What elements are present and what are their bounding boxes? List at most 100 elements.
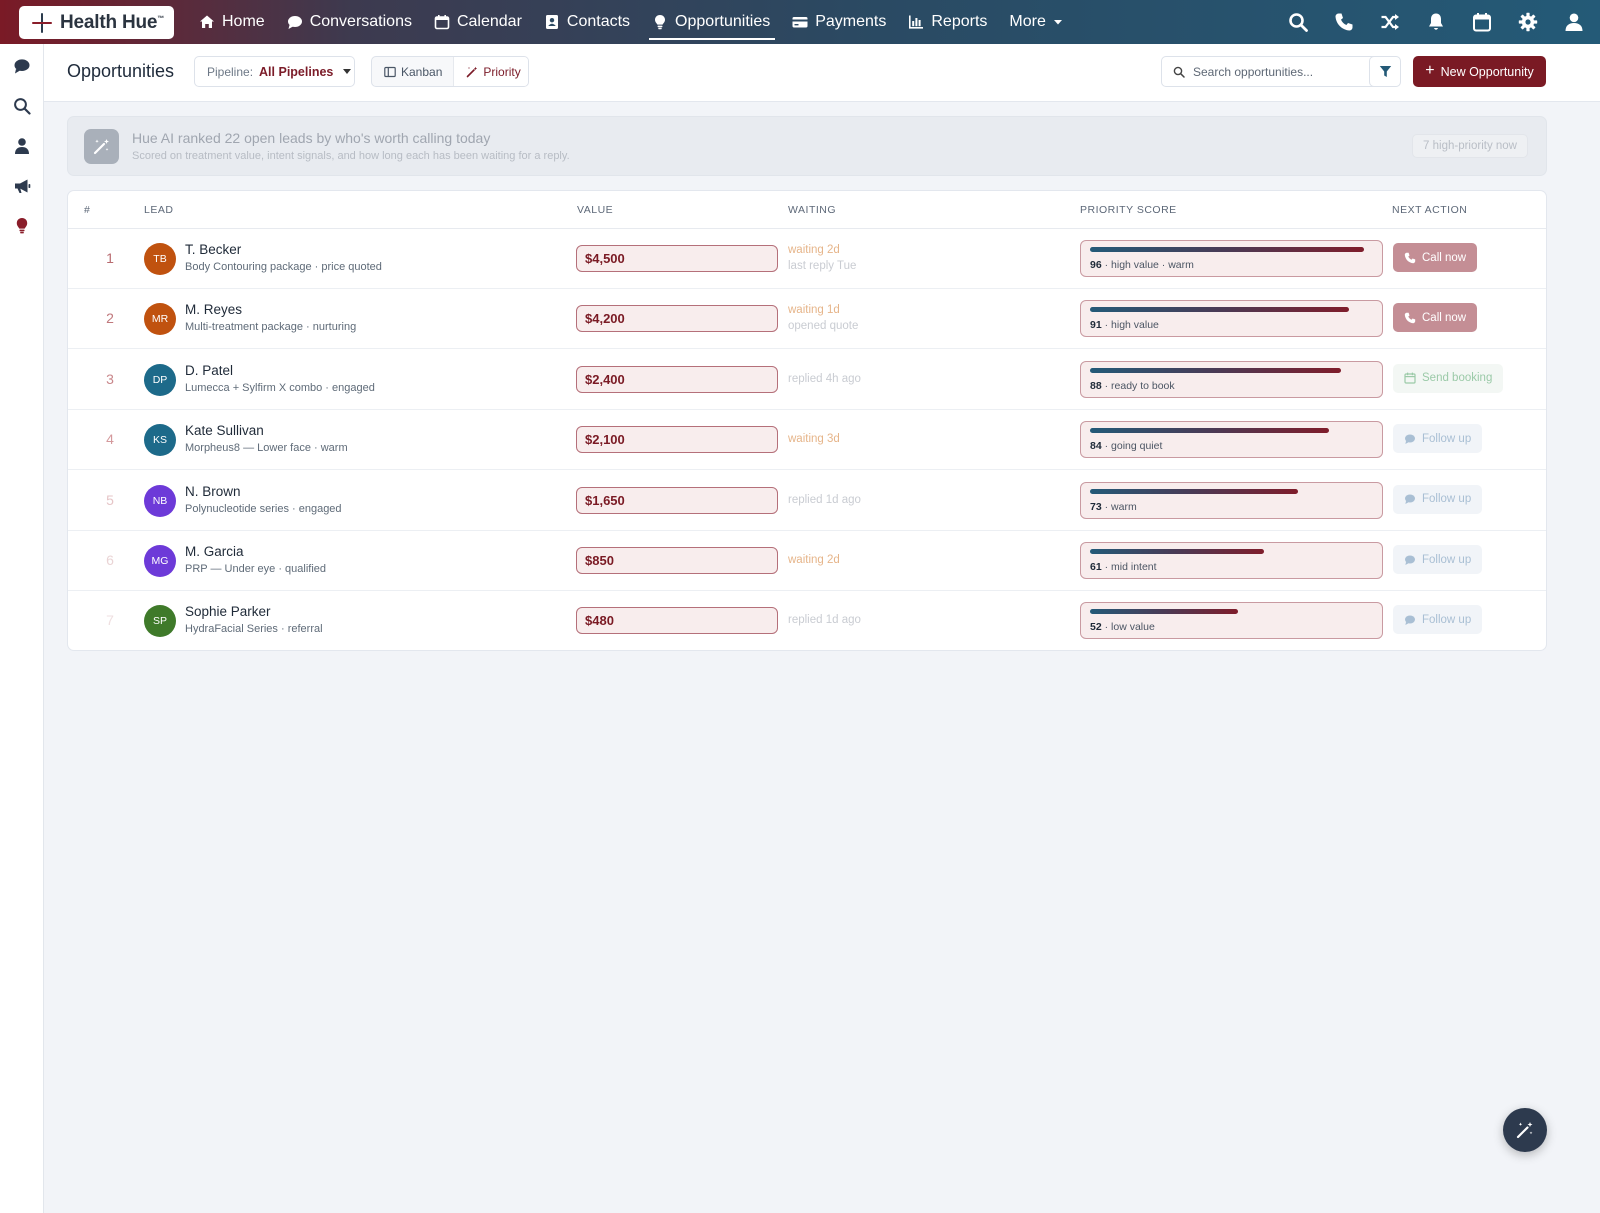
lead-name[interactable]: D. Patel bbox=[185, 362, 234, 378]
view-priority-button[interactable]: Priority bbox=[454, 57, 528, 86]
action-label: Call now bbox=[1422, 251, 1467, 264]
waiting-status: replied 1d ago bbox=[788, 614, 861, 627]
lightbulb-icon bbox=[652, 14, 668, 30]
lead-description: Lumecca + Sylfirm X combo · engaged bbox=[185, 381, 375, 394]
score-label: · going quiet bbox=[1101, 440, 1163, 453]
call-now-button[interactable]: Call now bbox=[1393, 303, 1478, 333]
chat-icon bbox=[1404, 614, 1416, 626]
logo-mark-icon bbox=[31, 12, 53, 34]
value-badge: $2,100 bbox=[576, 426, 778, 454]
priority-score: 88 · ready to book bbox=[1080, 360, 1383, 398]
follow-up-button[interactable]: Follow up bbox=[1393, 545, 1483, 574]
phone-icon bbox=[1404, 252, 1416, 264]
table-row: 6 MG M. Garcia PRP — Under eye · qualified $… bbox=[68, 531, 1546, 591]
lead-name[interactable]: T. Becker bbox=[185, 242, 242, 257]
lead-name[interactable]: M. Garcia bbox=[185, 544, 244, 559]
calendar-icon bbox=[434, 14, 450, 30]
send-booking-button[interactable]: Send booking bbox=[1393, 363, 1504, 393]
lightbulb-icon[interactable] bbox=[13, 217, 31, 235]
table-row: 3 DP D. Patel Lumecca + Sylfirm X combo · e… bbox=[68, 350, 1546, 410]
lead-name[interactable]: M. Reyes bbox=[185, 302, 243, 318]
table-row: 4 KS Kate Sullivan Morpheus8 — Lower face ·… bbox=[68, 410, 1546, 471]
avatar: MR bbox=[144, 303, 176, 336]
follow-up-button[interactable]: Follow up bbox=[1393, 605, 1483, 635]
score-text: 52 · low value bbox=[1090, 621, 1155, 633]
nav-more[interactable]: More bbox=[998, 0, 1073, 44]
value-badge: $850 bbox=[576, 547, 778, 574]
score-bar bbox=[1090, 549, 1264, 554]
nav-payments[interactable]: Payments bbox=[781, 0, 897, 44]
nav-conversations[interactable]: Conversations bbox=[276, 0, 423, 44]
search-input[interactable] bbox=[1193, 64, 1373, 79]
table-row: 7 SP Sophie Parker HydraFacial Series · ref… bbox=[68, 591, 1546, 650]
view-kanban-button[interactable]: Kanban bbox=[372, 57, 454, 86]
value-badge: $4,200 bbox=[576, 305, 778, 333]
priority-score: 84 · going quiet bbox=[1080, 421, 1383, 459]
action-label: Send booking bbox=[1422, 372, 1493, 385]
nav-home[interactable]: Home bbox=[188, 0, 276, 44]
search-box bbox=[1161, 56, 1379, 87]
avatar: NB bbox=[144, 484, 176, 517]
score-value: 91 bbox=[1090, 319, 1102, 332]
table-row: 5 NB N. Brown Polynucleotide series · engag… bbox=[68, 471, 1546, 531]
search-icon[interactable] bbox=[1288, 12, 1308, 32]
megaphone-icon[interactable] bbox=[13, 177, 31, 195]
nav-reports-label: Reports bbox=[931, 13, 988, 30]
value-badge: $480 bbox=[576, 607, 778, 635]
score-bar bbox=[1090, 367, 1341, 373]
nav-more-label: More bbox=[1009, 13, 1046, 30]
table-row: 2 MR M. Reyes Multi-treatment package · nur… bbox=[68, 289, 1546, 350]
nav-calendar[interactable]: Calendar bbox=[423, 0, 533, 44]
search-icon bbox=[1173, 66, 1185, 78]
action-label: Follow up bbox=[1422, 493, 1472, 506]
lead-name[interactable]: Sophie Parker bbox=[185, 604, 271, 620]
calendar-icon[interactable] bbox=[1472, 12, 1492, 32]
search-icon[interactable] bbox=[13, 97, 31, 115]
phone-icon[interactable] bbox=[1334, 12, 1354, 32]
column-header-rank: # bbox=[84, 204, 91, 216]
top-nav: Health Hue™ Home Conversations Calendar … bbox=[0, 0, 1600, 44]
score-bar bbox=[1090, 488, 1298, 494]
chat-icon[interactable] bbox=[13, 57, 31, 75]
shuffle-icon[interactable] bbox=[1380, 12, 1400, 32]
user-icon[interactable] bbox=[13, 137, 31, 155]
filter-button[interactable] bbox=[1369, 56, 1401, 87]
magic-wand-icon bbox=[84, 129, 119, 164]
row-rank: 1 bbox=[106, 250, 114, 266]
priority-score: 73 · warm bbox=[1080, 481, 1383, 519]
brand-trademark: ™ bbox=[157, 15, 165, 23]
new-opportunity-button[interactable]: + New Opportunity bbox=[1413, 56, 1546, 87]
score-label: · low value bbox=[1101, 621, 1155, 634]
lead-description: Multi-treatment package · nurturing bbox=[185, 321, 357, 334]
follow-up-button[interactable]: Follow up bbox=[1393, 484, 1483, 514]
pipeline-select[interactable]: Pipeline: All Pipelines bbox=[194, 56, 355, 87]
lead-name[interactable]: N. Brown bbox=[185, 483, 241, 499]
waiting-status: waiting 3d bbox=[788, 433, 840, 446]
nav-contacts[interactable]: Contacts bbox=[533, 0, 641, 44]
column-header-lead: LEAD bbox=[144, 204, 174, 216]
ai-assistant-button[interactable] bbox=[1503, 1108, 1547, 1152]
page-header: Opportunities Pipeline: All Pipelines Ka… bbox=[44, 44, 1600, 102]
gear-icon[interactable] bbox=[1518, 12, 1538, 32]
home-icon bbox=[199, 14, 215, 30]
user-icon[interactable] bbox=[1564, 12, 1584, 32]
waiting-status: replied 4h ago bbox=[788, 372, 861, 385]
brand-logo[interactable]: Health Hue™ bbox=[19, 6, 174, 39]
table-row: 1 TB T. Becker Body Contouring package · pr… bbox=[68, 229, 1546, 289]
row-rank: 3 bbox=[106, 370, 114, 387]
nav-contacts-label: Contacts bbox=[566, 13, 631, 30]
nav-opportunities[interactable]: Opportunities bbox=[641, 0, 781, 44]
row-rank: 4 bbox=[106, 431, 114, 448]
filter-icon bbox=[1379, 66, 1391, 77]
bell-icon[interactable] bbox=[1426, 12, 1446, 32]
nav-reports[interactable]: Reports bbox=[897, 0, 998, 44]
lead-name[interactable]: Kate Sullivan bbox=[185, 423, 264, 439]
nav-payments-label: Payments bbox=[815, 13, 887, 30]
view-toggle: Kanban Priority bbox=[371, 56, 529, 87]
lead-description: HydraFacial Series · referral bbox=[185, 623, 323, 636]
view-kanban-label: Kanban bbox=[401, 64, 443, 79]
score-text: 73 · warm bbox=[1090, 501, 1137, 513]
call-now-button[interactable]: Call now bbox=[1393, 243, 1478, 272]
score-text: 84 · going quiet bbox=[1090, 440, 1162, 452]
follow-up-button[interactable]: Follow up bbox=[1393, 424, 1483, 454]
